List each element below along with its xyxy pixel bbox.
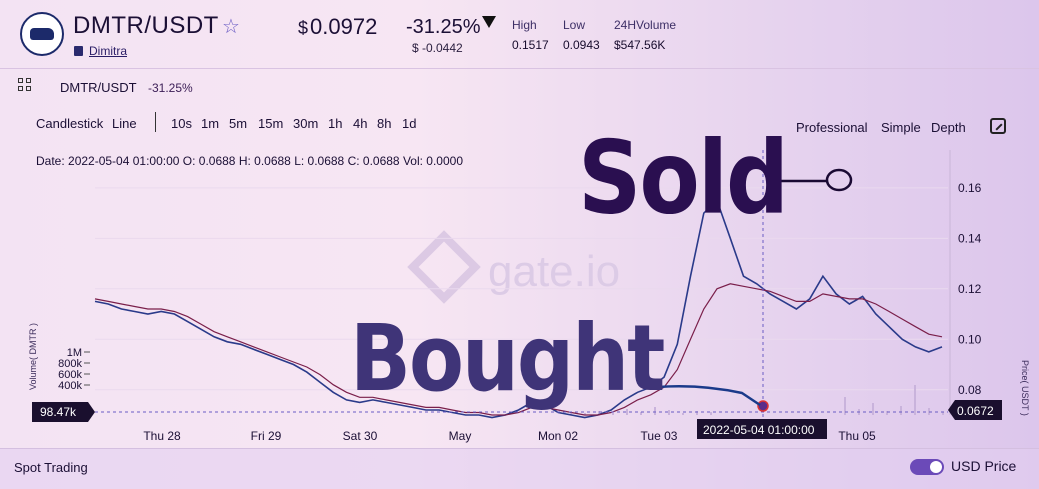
star-icon[interactable]: ☆ xyxy=(222,16,240,38)
change-percent: -31.25% xyxy=(406,16,481,38)
time-axis: Thu 28 Fri 29 Sat 30 May Mon 02 Tue 03 Thu 05 xyxy=(143,429,876,443)
expand-icon[interactable] xyxy=(990,118,1006,134)
spot-trading-tab[interactable]: Spot Trading xyxy=(14,460,88,475)
price-readout-tag: 0.0672 xyxy=(948,400,1002,420)
chart-type-line[interactable]: Line xyxy=(112,116,137,131)
volume-value: $547.56K xyxy=(614,38,666,52)
down-arrow-icon xyxy=(482,16,496,28)
time-tick-label: Sat 30 xyxy=(343,429,378,443)
pair-title[interactable]: DMTR/USDT xyxy=(73,12,219,39)
usd-price-toggle[interactable] xyxy=(910,459,944,475)
low-value: 0.0943 xyxy=(563,38,600,52)
volume-bar xyxy=(710,412,712,415)
grid-icon[interactable] xyxy=(18,78,32,92)
volume-tick-label: 800k xyxy=(58,358,82,370)
price-axis: 0.16 0.14 0.12 0.10 0.08 xyxy=(958,181,982,397)
chart-type-candlestick[interactable]: Candlestick xyxy=(36,116,104,131)
interval-1h[interactable]: 1h xyxy=(328,116,343,131)
svg-text:2022-05-04 01:00:00: 2022-05-04 01:00:00 xyxy=(703,423,815,437)
interval-15m[interactable]: 15m xyxy=(258,116,284,131)
chart-pair-label: DMTR/USDT xyxy=(60,80,137,95)
interval-4h[interactable]: 4h xyxy=(353,116,368,131)
last-price: $0.0972 xyxy=(298,14,378,39)
volume-bar xyxy=(900,406,902,415)
high-label: High xyxy=(512,18,537,32)
low-label: Low xyxy=(563,18,586,32)
volume-tick-label: 1M xyxy=(67,347,82,359)
volume-label: 24HVolume xyxy=(614,18,677,32)
usd-price-label: USD Price xyxy=(951,458,1017,474)
annotation-strokes xyxy=(657,168,853,407)
volume-bar xyxy=(682,413,684,415)
interval-10s[interactable]: 10s xyxy=(171,116,192,131)
volume-readout-tag: 98.47k xyxy=(32,402,95,422)
price-tick-label: 0.12 xyxy=(958,282,982,296)
bought-annotation: Bought xyxy=(350,305,665,412)
volume-bar xyxy=(914,385,916,415)
volume-bar xyxy=(886,411,888,415)
bull-logo-icon xyxy=(20,12,64,56)
series-lines xyxy=(94,199,943,419)
interval-1m[interactable]: 1m xyxy=(201,116,220,131)
view-professional[interactable]: Professional xyxy=(796,120,868,135)
series-line-0 xyxy=(94,199,943,419)
price-tick-label: 0.08 xyxy=(958,383,982,397)
grid xyxy=(95,187,948,391)
interval-8h[interactable]: 8h xyxy=(377,116,392,131)
interval-1d[interactable]: 1d xyxy=(402,116,417,131)
volume-bar xyxy=(654,407,656,415)
volume-bar xyxy=(640,412,642,415)
chart-change-label: -31.25% xyxy=(148,81,193,95)
high-value: 0.1517 xyxy=(512,38,549,52)
view-simple[interactable]: Simple xyxy=(881,120,921,135)
footer-bar xyxy=(0,448,1039,489)
time-tick-label: Thu 28 xyxy=(143,429,181,443)
price-tick-label: 0.10 xyxy=(958,332,982,346)
volume-tick-label: 600k xyxy=(58,369,82,381)
volume-bar xyxy=(696,411,698,415)
volume-bars xyxy=(570,385,944,415)
time-tick-label: Tue 03 xyxy=(641,429,678,443)
ohlc-readout: Date: 2022-05-04 01:00:00 O: 0.0688 H: 0… xyxy=(36,154,463,168)
crosshair-date-tag: 2022-05-04 01:00:00 xyxy=(697,419,827,439)
svg-text:0.0672: 0.0672 xyxy=(957,404,994,418)
price-chart[interactable]: gate.io 0.16 0.14 0.12 0.10 0.08 1M800k600k4… xyxy=(0,140,1039,448)
volume-bar xyxy=(844,397,846,415)
interval-5m[interactable]: 5m xyxy=(229,116,248,131)
watermark-text: gate.io xyxy=(488,247,620,296)
view-depth[interactable]: Depth xyxy=(931,120,966,135)
price-axis-label: Price( USDT ) xyxy=(1020,360,1030,416)
volume-bar xyxy=(584,413,586,415)
book-icon xyxy=(74,46,83,56)
time-tick-label: Fri 29 xyxy=(251,429,282,443)
svg-text:98.47k: 98.47k xyxy=(40,405,77,419)
interval-30m[interactable]: 30m xyxy=(293,116,319,131)
time-tick-label: Thu 05 xyxy=(838,429,876,443)
series-line-1 xyxy=(94,283,943,416)
volume-axis-label: Volume( DMTR ) xyxy=(28,323,38,390)
volume-tick-label: 400k xyxy=(58,380,82,392)
change-absolute: $ -0.0442 xyxy=(412,41,463,55)
crosshair-dot xyxy=(757,400,769,412)
volume-bar xyxy=(598,411,600,415)
token-name-link[interactable]: Dimitra xyxy=(74,44,127,58)
volume-bar xyxy=(942,412,944,415)
price-tick-label: 0.14 xyxy=(958,231,982,245)
token-name: Dimitra xyxy=(89,44,127,58)
time-tick-label: May xyxy=(449,429,472,443)
ticker-header: DMTR/USDT ☆ Dimitra $0.0972 -31.25% $ -0… xyxy=(0,0,1039,69)
time-tick-label: Mon 02 xyxy=(538,429,578,443)
volume-bar xyxy=(668,410,670,415)
watermark: gate.io xyxy=(407,230,620,304)
volume-bar xyxy=(570,412,572,415)
volume-bar xyxy=(626,409,628,415)
toolbar-divider xyxy=(155,112,156,132)
volume-bar xyxy=(612,413,614,415)
sold-annotation: Sold xyxy=(578,118,789,237)
price-tick-label: 0.16 xyxy=(958,181,982,195)
volume-bar xyxy=(872,403,874,415)
